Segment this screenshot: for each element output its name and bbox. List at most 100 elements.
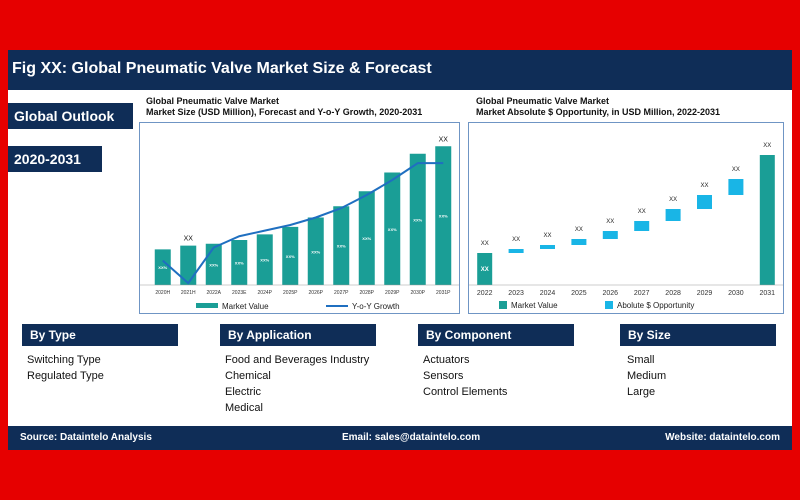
bar-opportunity xyxy=(697,195,712,209)
x-tick-label: 2026 xyxy=(603,290,619,297)
bar-data-label: XX% xyxy=(209,262,218,267)
bar-market-value xyxy=(231,240,248,285)
bar-market-value xyxy=(435,146,452,285)
x-tick-label: 2027P xyxy=(334,290,349,296)
right-chart-title: Global Pneumatic Valve Market Market Abs… xyxy=(476,96,720,118)
bar-market-value xyxy=(180,245,197,285)
bar-data-label: XX% xyxy=(337,244,346,249)
bar-opportunity xyxy=(634,221,650,231)
x-tick-label: 2022A xyxy=(207,290,222,296)
list-item: Actuators xyxy=(423,354,470,366)
left-chart-title-line1: Global Pneumatic Valve Market xyxy=(146,96,280,106)
bar-data-label: XX% xyxy=(260,258,269,263)
bar-market-value xyxy=(409,153,426,285)
bar-market-value xyxy=(477,253,493,285)
list-item: Sensors xyxy=(423,370,464,382)
x-tick-label: 2027 xyxy=(634,290,650,297)
list-item: Small xyxy=(627,354,655,366)
absolute-opportunity-chart: XX XX 2022 XX 2023 XX 2024 XX 2025 XX 2026 XX 2027 XX… xyxy=(469,143,783,310)
x-tick-label: 2031 xyxy=(760,290,776,297)
bar-opportunity xyxy=(728,179,744,195)
x-tick-label: 2026P xyxy=(309,290,324,296)
bar-value-label: XX xyxy=(763,143,771,149)
bar-value-label: XX xyxy=(512,237,520,243)
x-tick-label: 2025 xyxy=(571,290,587,297)
bar-market-value xyxy=(154,249,171,285)
bar-value-label: XX xyxy=(606,219,614,225)
legend-swatch-market-value xyxy=(196,303,218,308)
segment-header-application: By Application xyxy=(220,324,376,346)
bar-data-label: XX% xyxy=(388,227,397,232)
legend-label-opportunity: Abolute $ Opportunity xyxy=(617,301,694,310)
bar-data-label: XX% xyxy=(413,217,422,222)
footer-website[interactable]: Website: dataintelo.com xyxy=(665,432,780,443)
x-tick-label: 2024P xyxy=(258,290,273,296)
list-item: Food and Beverages Industry xyxy=(225,354,370,366)
legend-label-market-value: Market Value xyxy=(222,302,269,311)
x-tick-label: 2030P xyxy=(411,290,426,296)
x-tick-label: 2029 xyxy=(697,290,713,297)
bar-value-label: XX xyxy=(543,233,551,239)
segment-header-type: By Type xyxy=(22,324,178,346)
yoy-growth-line xyxy=(162,162,444,285)
bar-market-value xyxy=(307,217,324,285)
segment-list-component: Actuators Sensors Control Elements xyxy=(423,352,507,400)
period-label: 2020-2031 xyxy=(8,146,102,172)
list-item: Regulated Type xyxy=(27,370,104,382)
right-chart-title-line1: Global Pneumatic Valve Market xyxy=(476,96,610,106)
list-item: Electric xyxy=(225,386,262,398)
list-item: Chemical xyxy=(225,370,271,382)
bar-value-label: XX xyxy=(575,227,583,233)
x-tick-label: 2022 xyxy=(477,290,493,297)
bar-opportunity xyxy=(508,249,524,253)
left-chart-title: Global Pneumatic Valve Market Market Siz… xyxy=(146,96,422,118)
annotation-label: XX xyxy=(439,136,449,143)
global-outlook-label: Global Outlook xyxy=(8,103,133,129)
bar-data-label: XX% xyxy=(286,254,295,259)
bar-market-value xyxy=(282,226,299,285)
bar-value-label: XX xyxy=(481,241,489,247)
x-tick-label: 2020H xyxy=(155,290,170,296)
right-chart-panel: XX XX 2022 XX 2023 XX 2024 XX 2025 XX 2026 XX 2027 XX… xyxy=(468,122,784,314)
list-item: Medical xyxy=(225,402,263,414)
x-tick-label: 2029P xyxy=(385,290,400,296)
list-item: Large xyxy=(627,386,656,398)
bar-opportunity xyxy=(665,209,681,221)
x-tick-label: 2028P xyxy=(360,290,375,296)
bar-data-label: XX% xyxy=(311,249,320,254)
bar-opportunity xyxy=(571,239,587,245)
legend-swatch-opportunity xyxy=(605,301,613,309)
footer-email[interactable]: Email: sales@dataintelo.com xyxy=(342,432,481,443)
x-tick-label: 2028 xyxy=(665,290,681,297)
bar-opportunity xyxy=(602,231,618,239)
list-item: Medium xyxy=(627,370,667,382)
segment-header-size: By Size xyxy=(620,324,776,346)
bar-value-label: XX xyxy=(669,197,677,203)
bar-data-label: XX% xyxy=(439,214,448,219)
legend-swatch-market-value xyxy=(499,301,507,309)
bar-market-value xyxy=(256,234,273,285)
segment-list-application: Food and Beverages Industry Chemical Ele… xyxy=(225,352,369,416)
bar-value-label: XX xyxy=(732,167,740,173)
x-tick-label: 2023 xyxy=(508,290,524,297)
bar-market-value xyxy=(384,172,401,285)
bar-value-label: XX xyxy=(700,183,708,189)
bar-data-label: XX% xyxy=(362,236,371,241)
right-chart-title-line2: Market Absolute $ Opportunity, in USD Mi… xyxy=(476,107,721,117)
segment-list-size: Small Medium Large xyxy=(627,352,666,400)
legend-label-market-value: Market Value xyxy=(511,301,558,310)
annotation-label: XX xyxy=(184,236,194,243)
footer-source: Source: Dataintelo Analysis xyxy=(20,432,152,443)
list-item: Control Elements xyxy=(423,386,508,398)
title-bar xyxy=(8,50,792,90)
bar-data-label: XX% xyxy=(158,265,167,270)
bar-market-value xyxy=(358,191,375,285)
legend-label-yoy-growth: Y-o-Y Growth xyxy=(352,302,400,311)
x-tick-label: 2025P xyxy=(283,290,298,296)
list-item: Switching Type xyxy=(27,354,101,366)
bar-market-value xyxy=(333,206,350,285)
left-chart-title-line2: Market Size (USD Million), Forecast and … xyxy=(146,107,423,117)
market-size-chart: XX% 2020H 2021H XX% 2022A XX% 2023E XX% 2024P XX%… xyxy=(140,136,459,311)
bar-inner-label: XX xyxy=(481,267,489,273)
segment-header-component: By Component xyxy=(418,324,574,346)
